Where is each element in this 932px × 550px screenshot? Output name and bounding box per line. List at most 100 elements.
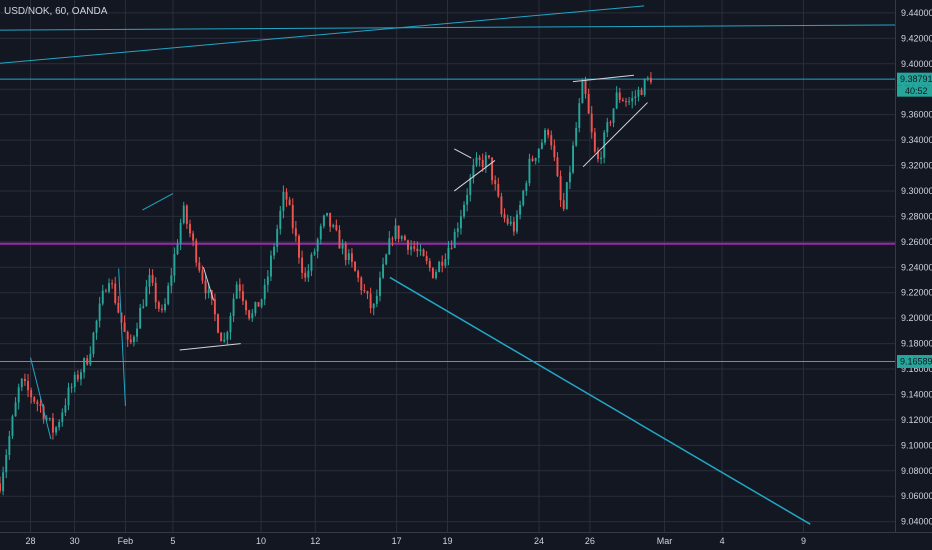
candle-body bbox=[291, 205, 294, 229]
candle-body bbox=[164, 303, 167, 311]
candle-body bbox=[649, 77, 652, 82]
candle-body bbox=[621, 99, 624, 102]
candle-body bbox=[475, 157, 478, 165]
candle-body bbox=[58, 422, 61, 428]
candle-body bbox=[456, 228, 459, 232]
candle-body bbox=[544, 130, 546, 143]
candle-body bbox=[232, 298, 235, 317]
small-white-2 bbox=[454, 148, 472, 159]
candle-body bbox=[382, 264, 385, 278]
candle-body bbox=[229, 316, 232, 333]
price-tick-label: 9.16000 bbox=[901, 364, 932, 374]
candle-body bbox=[307, 270, 310, 278]
candle-body bbox=[590, 113, 593, 133]
drawings bbox=[0, 5, 896, 525]
support-line bbox=[179, 343, 241, 351]
candle-body bbox=[39, 404, 42, 407]
candle-body bbox=[51, 418, 54, 433]
candle-body bbox=[466, 194, 469, 205]
price-tick-label: 9.42000 bbox=[901, 33, 932, 43]
candle-body bbox=[509, 221, 512, 224]
candle-body bbox=[553, 145, 556, 158]
candle-body bbox=[366, 291, 369, 294]
candle-body bbox=[70, 387, 73, 389]
candle-body bbox=[201, 270, 204, 281]
candle-body bbox=[372, 303, 375, 309]
price-badge bbox=[897, 355, 932, 369]
candle-body bbox=[597, 151, 599, 160]
time-tick-label: Mar bbox=[657, 536, 673, 546]
candle-body bbox=[151, 275, 154, 283]
price-tick-label: 9.08000 bbox=[901, 466, 932, 476]
candle-body bbox=[587, 93, 590, 114]
candle-body bbox=[435, 271, 437, 279]
candle-body bbox=[391, 238, 394, 240]
candle-body bbox=[126, 331, 129, 340]
candle-body bbox=[95, 320, 98, 333]
price-tick-label: 9.12000 bbox=[901, 415, 932, 425]
candle-body bbox=[316, 239, 319, 252]
flag-top bbox=[142, 193, 174, 211]
candle-body bbox=[55, 427, 58, 433]
candle-body bbox=[282, 191, 285, 211]
candle-body bbox=[375, 295, 378, 304]
candle-body bbox=[220, 332, 223, 342]
candle-body bbox=[606, 122, 609, 133]
candle-body bbox=[584, 80, 587, 94]
price-tick-label: 9.18000 bbox=[901, 339, 932, 349]
candle-body bbox=[5, 454, 8, 473]
candle-body bbox=[519, 205, 522, 215]
candle-body bbox=[185, 205, 188, 224]
candle-body bbox=[428, 261, 431, 268]
candle-body bbox=[217, 314, 219, 333]
candle-body bbox=[157, 302, 160, 309]
candle-body bbox=[450, 247, 453, 249]
candle-body bbox=[23, 378, 26, 381]
candle-body bbox=[612, 108, 615, 123]
grid bbox=[0, 0, 895, 532]
candle-body bbox=[48, 418, 51, 420]
candle-body bbox=[254, 302, 257, 314]
candle-body bbox=[494, 180, 497, 184]
candle-body bbox=[431, 267, 434, 279]
candle-body bbox=[27, 380, 29, 391]
candle-body bbox=[313, 251, 316, 255]
candle-body bbox=[114, 283, 117, 303]
candle-body bbox=[335, 224, 338, 231]
price-badge bbox=[897, 72, 932, 86]
price-axis: 9.440009.420009.400009.380009.360009.340… bbox=[895, 0, 932, 532]
candle-body bbox=[33, 397, 36, 402]
candle-body bbox=[310, 254, 313, 271]
price-tick-label: 9.24000 bbox=[901, 262, 932, 272]
time-tick-label: 4 bbox=[720, 536, 725, 546]
candle-body bbox=[204, 280, 207, 294]
price-tick-label: 9.10000 bbox=[901, 440, 932, 450]
candle-body bbox=[132, 336, 135, 343]
candle-body bbox=[142, 306, 145, 308]
small-white-1 bbox=[202, 267, 215, 301]
candle-body bbox=[238, 284, 241, 292]
candle-body bbox=[506, 218, 509, 224]
price-tick-label: 9.36000 bbox=[901, 110, 932, 120]
time-tick-label: 10 bbox=[256, 536, 266, 546]
candle-body bbox=[350, 253, 353, 262]
candle-body bbox=[360, 277, 363, 291]
candle-body bbox=[572, 145, 575, 173]
candle-body bbox=[472, 164, 475, 178]
candle-body bbox=[123, 322, 126, 332]
candle-body bbox=[80, 372, 82, 380]
candle-body bbox=[61, 412, 64, 423]
candle-body bbox=[67, 387, 70, 406]
candle-body bbox=[419, 249, 422, 252]
price-badge-label: 9.38791 bbox=[900, 74, 932, 84]
candle-body bbox=[500, 196, 503, 215]
candle-body bbox=[646, 77, 649, 80]
candle-body bbox=[145, 286, 148, 307]
candle-body bbox=[438, 261, 441, 272]
candle-body bbox=[179, 223, 182, 245]
candle-body bbox=[643, 79, 646, 96]
candle-body bbox=[154, 282, 157, 303]
candle-body bbox=[403, 236, 406, 241]
